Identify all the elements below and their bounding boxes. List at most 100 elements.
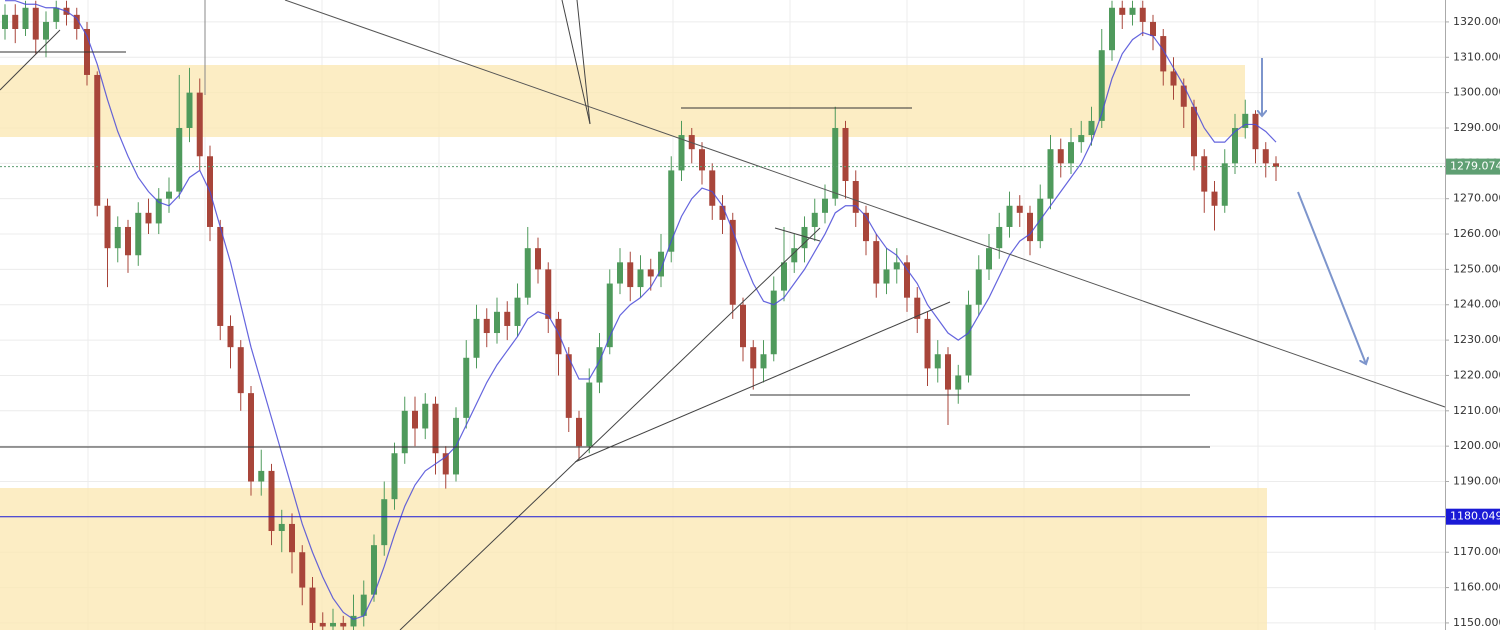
candle-body <box>699 149 705 171</box>
price-label-box <box>1446 508 1500 525</box>
candle-body <box>473 318 480 358</box>
y-tick-label: 1240.000 <box>1453 298 1500 311</box>
candle-body <box>934 354 941 369</box>
y-tick-label: 1290.000 <box>1453 121 1500 134</box>
candle-body <box>770 290 777 355</box>
candle-body <box>893 262 900 270</box>
candle-body <box>832 127 839 199</box>
y-tick-label: 1170.000 <box>1453 545 1500 558</box>
y-tick-label: 1320.000 <box>1453 15 1500 28</box>
candle-body <box>606 283 613 348</box>
candle-body <box>186 92 193 128</box>
candle-body <box>678 135 685 171</box>
candle-body <box>945 354 951 390</box>
candle-body <box>442 453 449 475</box>
candle-body <box>1211 191 1218 206</box>
candle-body <box>1242 113 1249 128</box>
candle-body <box>268 470 275 532</box>
candle-body <box>1262 149 1269 164</box>
candle-body <box>586 382 593 447</box>
price-axis-labels: 1150.000 1160.000 1170.000 1190.000 1200.000… <box>1445 15 1500 629</box>
y-tick-label: 1190.000 <box>1453 475 1500 488</box>
candle-body <box>1221 163 1228 206</box>
candle-body <box>463 357 470 418</box>
y-tick-label: 1300.000 <box>1453 86 1500 99</box>
candle-body <box>996 226 1003 249</box>
candle-body <box>1078 135 1085 143</box>
y-tick-label: 1220.000 <box>1453 368 1500 381</box>
price-lines <box>0 166 1445 518</box>
candle-body <box>1232 127 1238 164</box>
candle-body <box>217 226 224 326</box>
candle-body <box>104 205 111 249</box>
candle-body <box>43 21 49 40</box>
zones <box>0 65 1267 630</box>
candle-body <box>688 135 695 150</box>
candle-body <box>32 7 39 40</box>
candle-body <box>750 347 757 369</box>
candle-body <box>719 205 726 220</box>
candle-body <box>658 251 664 277</box>
candle-body <box>740 304 746 348</box>
candle-body <box>350 615 357 627</box>
price-label: 1279.074 <box>1450 160 1500 173</box>
candle-body <box>1273 163 1279 167</box>
candle-body <box>422 403 429 429</box>
trend-line <box>399 227 821 630</box>
trend-line <box>284 0 1446 408</box>
support-zone <box>0 488 1267 630</box>
candle-body <box>811 212 818 227</box>
candle-body <box>166 191 172 199</box>
y-tick-label: 1310.000 <box>1453 50 1500 63</box>
candle-body <box>904 262 910 298</box>
candle-body <box>965 304 972 376</box>
candle-body <box>1150 21 1156 37</box>
y-tick-label: 1260.000 <box>1453 227 1500 240</box>
candle-body <box>565 354 572 418</box>
plot-area <box>2 0 1279 630</box>
candle-body <box>781 262 787 291</box>
candle-body <box>914 297 921 319</box>
candle-body <box>709 170 716 206</box>
candle-body <box>381 499 388 546</box>
candle-body <box>53 7 60 22</box>
candle-body <box>1139 7 1146 22</box>
candle-body <box>289 523 295 553</box>
candle-body <box>1180 85 1187 107</box>
y-tick-label: 1230.000 <box>1453 333 1500 346</box>
trend-line <box>774 227 821 242</box>
candle-body <box>483 318 490 334</box>
y-tick-label: 1200.000 <box>1453 439 1500 452</box>
candle-body <box>135 212 142 256</box>
candle-body <box>1109 7 1115 51</box>
candle-body <box>842 127 849 182</box>
candle-body <box>596 347 603 383</box>
candle-body <box>1016 205 1023 213</box>
candle-body <box>176 127 183 192</box>
candle-body <box>535 248 541 270</box>
y-tick-label: 1150.000 <box>1453 616 1500 629</box>
arrow <box>1297 191 1366 364</box>
candle-body <box>524 248 531 298</box>
candle-body <box>975 269 982 305</box>
candle-body <box>576 417 582 447</box>
candle-body <box>647 269 654 277</box>
trend-line <box>576 0 591 125</box>
candle-body <box>155 198 162 224</box>
trend-line <box>561 0 591 125</box>
candle-body <box>873 241 880 284</box>
candle-body <box>94 74 101 206</box>
candle-body <box>248 393 254 482</box>
candle-body <box>1006 205 1013 227</box>
candle-body <box>822 198 828 213</box>
candle-body <box>309 587 316 623</box>
candle-body <box>1057 149 1064 164</box>
resistance-zone <box>0 65 1245 137</box>
candle-body <box>299 552 306 588</box>
candle-body <box>637 269 644 288</box>
candle-body <box>227 325 234 348</box>
candle-body <box>617 262 623 284</box>
candle-body <box>12 14 19 29</box>
candle-body <box>883 269 890 284</box>
